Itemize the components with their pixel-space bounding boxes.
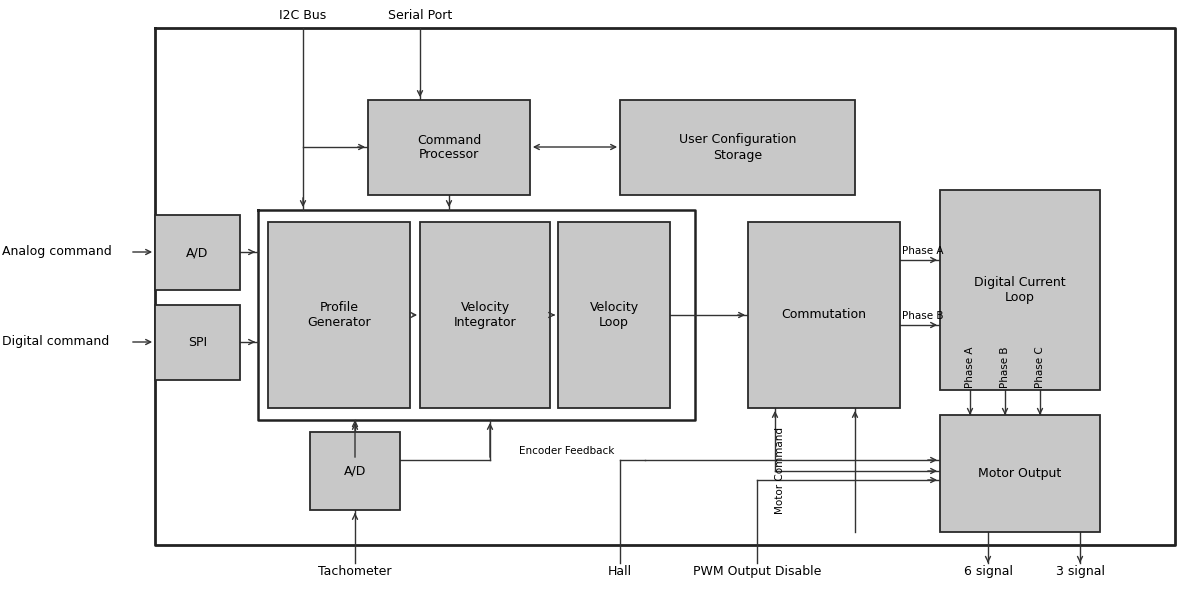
FancyBboxPatch shape xyxy=(420,222,550,408)
FancyBboxPatch shape xyxy=(940,415,1100,532)
FancyBboxPatch shape xyxy=(620,100,854,195)
Text: 3 signal: 3 signal xyxy=(1056,565,1104,578)
Text: Phase A: Phase A xyxy=(902,246,943,256)
Text: Commutation: Commutation xyxy=(781,308,866,321)
FancyBboxPatch shape xyxy=(268,222,410,408)
Text: 6 signal: 6 signal xyxy=(964,565,1013,578)
Text: SPI: SPI xyxy=(188,336,208,349)
Text: Serial Port: Serial Port xyxy=(388,9,452,22)
Text: Velocity
Loop: Velocity Loop xyxy=(589,301,638,329)
Text: I2C Bus: I2C Bus xyxy=(280,9,326,22)
FancyBboxPatch shape xyxy=(940,190,1100,390)
FancyBboxPatch shape xyxy=(155,215,240,290)
FancyBboxPatch shape xyxy=(155,305,240,380)
Text: Phase C: Phase C xyxy=(1034,346,1045,388)
Text: Motor Command: Motor Command xyxy=(775,426,785,514)
Text: Velocity
Integrator: Velocity Integrator xyxy=(454,301,516,329)
Text: Hall: Hall xyxy=(608,565,632,578)
Text: A/D: A/D xyxy=(344,464,366,477)
Text: A/D: A/D xyxy=(186,246,209,259)
Text: Command
Processor: Command Processor xyxy=(416,133,481,161)
Text: Digital command: Digital command xyxy=(2,336,109,349)
Text: Encoder Feedback: Encoder Feedback xyxy=(520,446,614,456)
Text: Analog command: Analog command xyxy=(2,246,112,259)
Text: PWM Output Disable: PWM Output Disable xyxy=(692,565,821,578)
Text: Tachometer: Tachometer xyxy=(318,565,391,578)
Text: Phase B: Phase B xyxy=(1000,346,1010,388)
FancyBboxPatch shape xyxy=(368,100,530,195)
FancyBboxPatch shape xyxy=(748,222,900,408)
FancyBboxPatch shape xyxy=(310,432,400,510)
Text: Profile
Generator: Profile Generator xyxy=(307,301,371,329)
Text: User Configuration
Storage: User Configuration Storage xyxy=(679,133,796,161)
Text: Phase B: Phase B xyxy=(902,311,943,321)
Text: Motor Output: Motor Output xyxy=(978,467,1062,480)
Text: Phase A: Phase A xyxy=(965,346,974,388)
Text: Digital Current
Loop: Digital Current Loop xyxy=(974,276,1066,304)
FancyBboxPatch shape xyxy=(558,222,670,408)
